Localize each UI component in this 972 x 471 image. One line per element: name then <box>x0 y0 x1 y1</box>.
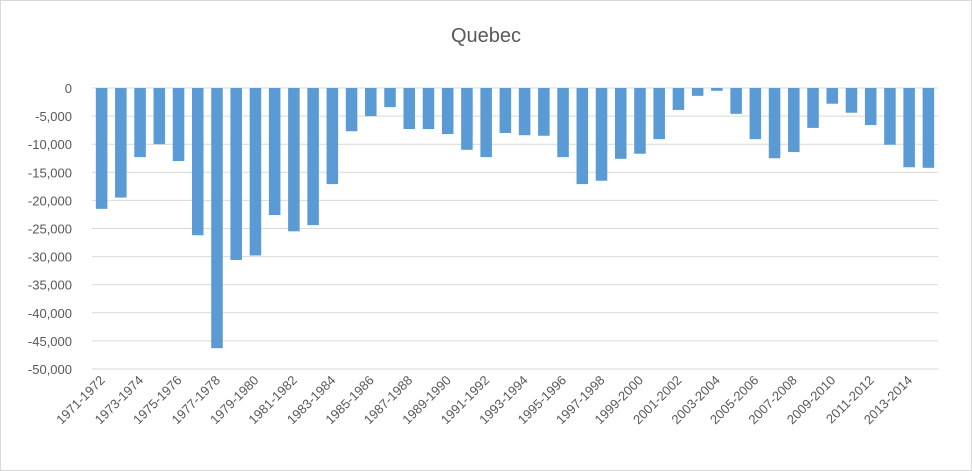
y-tick-label: -45,000 <box>28 334 72 349</box>
bar <box>538 88 550 136</box>
bar <box>845 88 858 113</box>
bar <box>345 88 358 132</box>
bar <box>191 88 204 236</box>
bar <box>884 88 896 145</box>
y-tick-label: -40,000 <box>28 306 72 321</box>
bar <box>595 88 608 181</box>
bar <box>826 88 839 104</box>
y-tick-label: -50,000 <box>28 362 72 377</box>
bar <box>518 88 531 136</box>
bar <box>422 88 435 130</box>
bar <box>326 88 339 185</box>
bar <box>95 88 108 209</box>
bar <box>749 88 762 140</box>
bar <box>576 88 589 185</box>
bar <box>788 88 800 153</box>
bar <box>230 88 242 260</box>
bar <box>691 88 704 96</box>
bar <box>384 88 396 108</box>
bar <box>711 88 723 91</box>
bar <box>864 88 877 126</box>
bar <box>903 88 915 168</box>
bar <box>153 88 166 145</box>
bar <box>365 88 377 117</box>
bar <box>172 88 185 162</box>
bar <box>461 88 473 150</box>
bar <box>249 88 262 256</box>
y-tick-label: -35,000 <box>28 278 72 293</box>
bar <box>614 88 627 159</box>
y-tick-label: -25,000 <box>28 222 72 237</box>
chart-title: Quebec <box>451 25 521 47</box>
y-tick-label: -10,000 <box>28 137 72 152</box>
bar <box>499 88 512 133</box>
y-tick-label: -20,000 <box>28 193 72 208</box>
y-tick-label: 0 <box>65 81 72 96</box>
bar <box>922 88 935 168</box>
bar <box>441 88 454 135</box>
bar <box>403 88 416 130</box>
bar <box>634 88 646 154</box>
bar <box>134 88 146 158</box>
bar <box>480 88 492 158</box>
bar <box>672 88 685 110</box>
y-tick-label: -30,000 <box>28 250 72 265</box>
bar <box>653 88 665 140</box>
bar <box>557 88 569 158</box>
bar <box>211 88 223 349</box>
bar <box>268 88 281 216</box>
bar <box>730 88 742 114</box>
bar <box>307 88 319 226</box>
bar <box>288 88 300 232</box>
y-tick-label: -15,000 <box>28 165 72 180</box>
y-tick-label: -5,000 <box>35 109 72 124</box>
bar <box>768 88 781 159</box>
bar <box>807 88 819 128</box>
bar <box>115 88 127 198</box>
